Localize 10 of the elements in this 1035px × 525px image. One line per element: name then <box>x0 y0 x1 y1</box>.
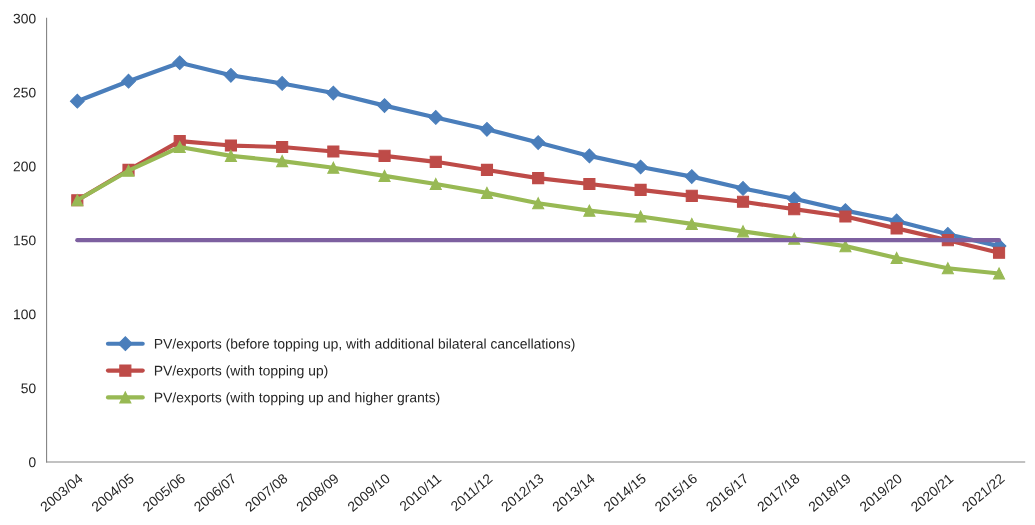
y-tick-label: 0 <box>28 457 36 468</box>
y-tick-label: 50 <box>21 383 36 394</box>
y-tick-label: 250 <box>13 87 36 98</box>
legend-label: PV/exports (before topping up, with additional bilateral cancellations) <box>154 338 575 352</box>
y-tick-label: 100 <box>14 309 36 320</box>
legend-label: PV/exports (with topping up and higher grants) <box>154 392 440 406</box>
legend-label: PV/exports (with topping up) <box>154 365 328 379</box>
y-tick-label: 300 <box>13 13 36 24</box>
y-tick-label: 200 <box>13 161 36 172</box>
y-tick-label: 150 <box>14 235 36 246</box>
